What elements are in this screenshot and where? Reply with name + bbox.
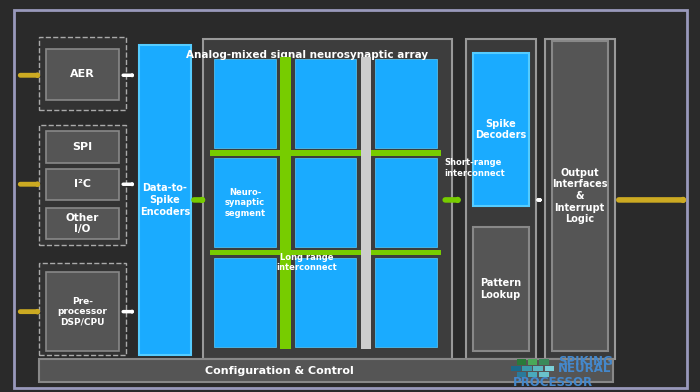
Bar bbox=[473, 53, 528, 206]
Text: Pattern
Lookup: Pattern Lookup bbox=[480, 278, 521, 300]
Bar bbox=[214, 258, 276, 347]
Bar bbox=[214, 158, 276, 247]
Bar bbox=[203, 39, 452, 359]
Bar bbox=[38, 125, 126, 245]
Bar bbox=[539, 372, 549, 377]
Bar bbox=[46, 208, 119, 239]
Bar bbox=[38, 263, 126, 355]
Bar bbox=[139, 45, 191, 355]
Bar bbox=[360, 57, 371, 349]
Text: Short-range
interconnect: Short-range interconnect bbox=[444, 158, 505, 178]
Bar bbox=[46, 131, 119, 163]
Bar bbox=[46, 272, 119, 351]
Bar bbox=[375, 158, 437, 247]
Bar bbox=[210, 250, 441, 256]
Text: SPIKING: SPIKING bbox=[558, 355, 612, 368]
Bar bbox=[214, 59, 276, 148]
Bar bbox=[533, 365, 543, 371]
Text: Long range
interconnect: Long range interconnect bbox=[276, 252, 337, 272]
Bar bbox=[295, 59, 356, 148]
Text: I²C: I²C bbox=[74, 179, 91, 189]
Bar bbox=[545, 39, 615, 359]
Text: PROCESSOR: PROCESSOR bbox=[513, 376, 594, 388]
Text: AER: AER bbox=[70, 69, 94, 80]
Text: NEURAL: NEURAL bbox=[558, 363, 611, 376]
Bar bbox=[38, 37, 126, 110]
Text: Analog-mixed signal neurosynaptic array: Analog-mixed signal neurosynaptic array bbox=[186, 50, 428, 60]
Bar bbox=[528, 359, 538, 365]
Bar bbox=[522, 365, 532, 371]
Bar bbox=[375, 59, 437, 148]
Text: Spike
Decoders: Spike Decoders bbox=[475, 118, 526, 140]
Text: Output
Interfaces
&
Interrupt
Logic: Output Interfaces & Interrupt Logic bbox=[552, 168, 608, 224]
Bar bbox=[466, 39, 536, 359]
Text: Neuro-
synaptic
segment: Neuro- synaptic segment bbox=[225, 188, 265, 218]
Text: Pre-
processor
DSP/CPU: Pre- processor DSP/CPU bbox=[57, 297, 107, 327]
Text: Other
I/O: Other I/O bbox=[66, 212, 99, 234]
Bar bbox=[46, 169, 119, 200]
Bar bbox=[511, 365, 521, 371]
Bar bbox=[38, 359, 612, 382]
Bar bbox=[210, 150, 441, 156]
Bar bbox=[517, 359, 526, 365]
Bar bbox=[473, 227, 528, 351]
Text: Configuration & Control: Configuration & Control bbox=[205, 366, 354, 376]
Bar bbox=[295, 158, 356, 247]
Bar bbox=[280, 57, 290, 349]
Bar bbox=[46, 49, 119, 100]
Bar bbox=[517, 372, 526, 377]
Bar bbox=[545, 365, 554, 371]
Bar bbox=[528, 372, 538, 377]
Bar bbox=[539, 359, 549, 365]
Bar bbox=[295, 258, 356, 347]
Text: Data-to-
Spike
Encoders: Data-to- Spike Encoders bbox=[140, 183, 190, 216]
Bar bbox=[375, 258, 437, 347]
Bar bbox=[552, 41, 608, 351]
Text: SPI: SPI bbox=[72, 142, 92, 152]
